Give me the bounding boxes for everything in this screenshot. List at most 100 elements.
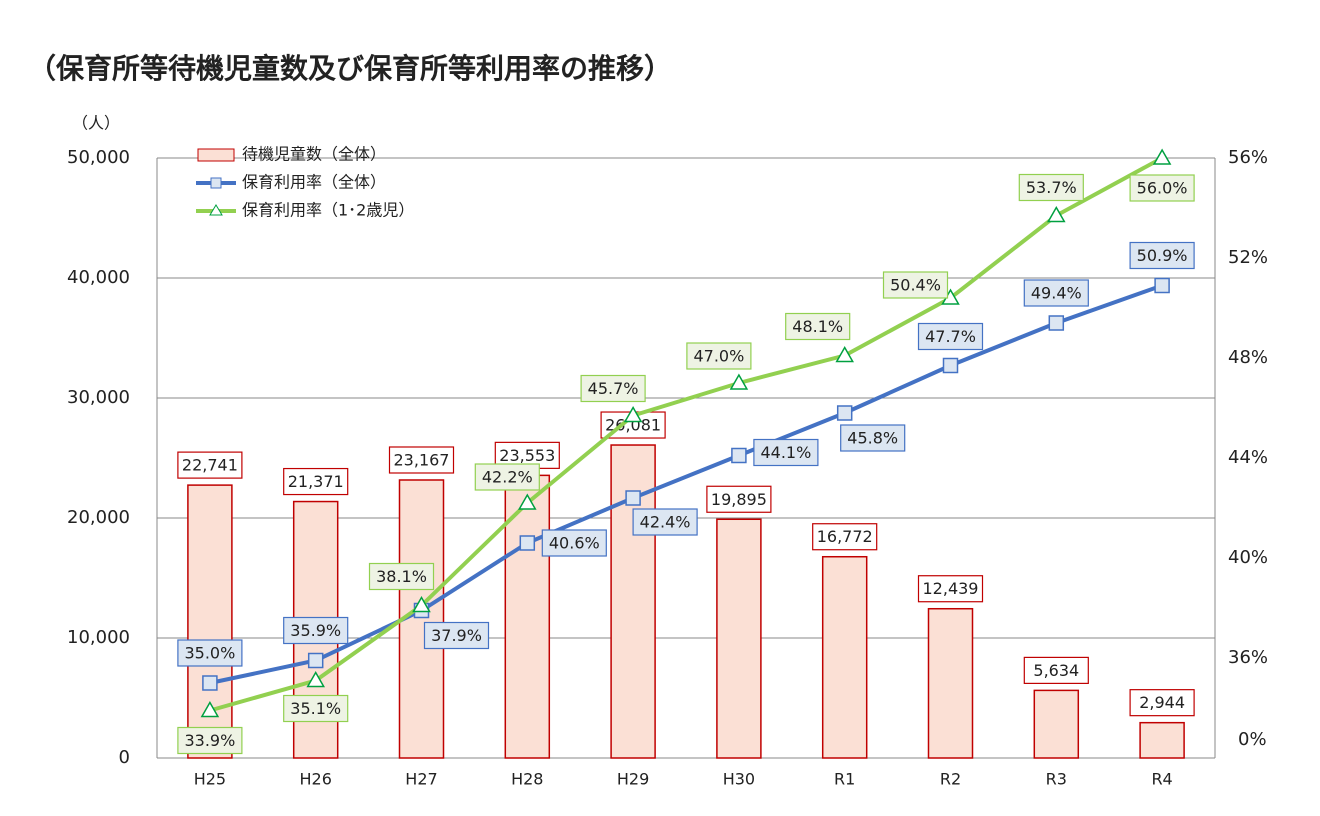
data-label: 35.9% — [290, 621, 341, 640]
data-label-box — [368, 562, 435, 591]
x-tick-label: H28 — [511, 770, 543, 789]
data-label: 37.9% — [431, 626, 482, 645]
marker — [1048, 315, 1065, 331]
bar — [1139, 721, 1185, 759]
data-label-box — [753, 438, 819, 467]
line — [209, 156, 1164, 713]
data-label: 16,772 — [817, 527, 873, 546]
marker — [836, 405, 853, 421]
line — [209, 283, 1163, 685]
marker — [731, 447, 747, 464]
legend-swatch — [197, 148, 235, 162]
y-tick-label: 0 — [119, 747, 130, 768]
data-label: 33.9% — [184, 731, 235, 750]
data-label: 42.4% — [640, 513, 691, 532]
y2-tick-label: 36% — [1228, 647, 1268, 668]
x-tick-label: R1 — [834, 770, 855, 789]
data-label-box — [882, 271, 949, 299]
x-tick-label: H25 — [194, 770, 226, 789]
bar — [821, 555, 868, 759]
marker — [518, 493, 537, 510]
legend-marker — [210, 177, 222, 189]
data-label: 50.9% — [1137, 246, 1188, 265]
data-label-box — [177, 726, 243, 755]
legend-label: 待機児童数（全体） — [242, 145, 386, 164]
data-label-box — [1018, 173, 1084, 202]
legend-label: 保育利用率（全体） — [242, 173, 386, 192]
data-label: 53.7% — [1026, 178, 1077, 197]
x-tick-label: R2 — [940, 770, 961, 789]
data-label-box — [177, 451, 243, 479]
data-label-box — [1129, 241, 1195, 270]
data-label-box — [1129, 689, 1195, 717]
data-label: 49.4% — [1031, 284, 1082, 303]
bar — [927, 607, 974, 759]
y2-tick-label: 40% — [1228, 547, 1268, 568]
data-label: 38.1% — [376, 567, 427, 586]
bar — [1033, 689, 1080, 759]
marker — [200, 700, 220, 718]
data-label-box — [1129, 174, 1195, 202]
y-tick-label: 40,000 — [67, 267, 130, 288]
legend-marker — [209, 204, 223, 216]
data-label-box — [812, 523, 878, 551]
data-label: 40.6% — [549, 534, 600, 553]
marker — [306, 670, 325, 688]
x-tick-label: R4 — [1151, 770, 1172, 789]
data-label-box — [388, 446, 455, 474]
y2-tick-label: 56% — [1228, 147, 1268, 168]
data-label-box — [632, 508, 698, 536]
data-label: 56.0% — [1137, 179, 1188, 198]
data-label-box — [686, 342, 752, 370]
data-label: 19,895 — [711, 490, 767, 509]
data-label: 23,553 — [499, 446, 555, 465]
data-label-box — [423, 621, 490, 650]
data-label-box — [283, 467, 349, 496]
y-tick-label: 10,000 — [67, 627, 130, 648]
data-label: 2,944 — [1139, 693, 1185, 712]
y-tick-label: 20,000 — [67, 507, 130, 528]
data-label-box — [580, 374, 646, 403]
marker — [1047, 205, 1066, 223]
legend-label: 保育利用率（1･2歳児） — [242, 201, 414, 220]
marker — [307, 652, 324, 669]
y2-break-label: 0% — [1238, 729, 1267, 750]
marker — [625, 490, 641, 506]
data-label: 47.0% — [693, 347, 744, 366]
marker — [1154, 277, 1170, 294]
x-tick-label: H27 — [405, 770, 437, 789]
marker — [835, 345, 854, 363]
data-label-box — [917, 575, 984, 603]
bar — [716, 518, 762, 759]
data-label-box — [917, 322, 984, 351]
data-label: 45.7% — [588, 379, 639, 398]
chart-title: （保育所等待機児童数及び保育所等利用率の推移） — [28, 52, 672, 85]
marker — [519, 535, 536, 551]
data-label: 44.1% — [760, 443, 811, 462]
marker — [412, 595, 431, 613]
x-tick-label: R3 — [1046, 770, 1067, 789]
data-label: 45.8% — [847, 429, 898, 448]
data-label: 48.1% — [792, 317, 843, 336]
data-label: 12,439 — [923, 579, 979, 598]
data-label: 23,167 — [394, 450, 450, 469]
data-label-box — [1023, 279, 1089, 307]
data-label: 26,081 — [605, 416, 661, 435]
data-label: 5,634 — [1033, 661, 1079, 680]
data-label-box — [840, 424, 906, 452]
marker — [1152, 148, 1172, 165]
data-label-box — [283, 616, 349, 645]
x-tick-label: H30 — [723, 770, 755, 789]
y2-tick-label: 52% — [1228, 247, 1268, 268]
data-label-box — [541, 529, 607, 557]
data-label: 21,371 — [288, 472, 344, 491]
data-label: 35.1% — [290, 699, 341, 718]
x-tick-label: H26 — [300, 770, 332, 789]
data-label: 50.4% — [890, 276, 941, 295]
marker — [202, 675, 218, 691]
data-label-box — [283, 694, 349, 723]
y-tick-label: 30,000 — [67, 387, 130, 408]
data-label-box — [1023, 656, 1089, 684]
data-label: 42.2% — [482, 468, 533, 487]
